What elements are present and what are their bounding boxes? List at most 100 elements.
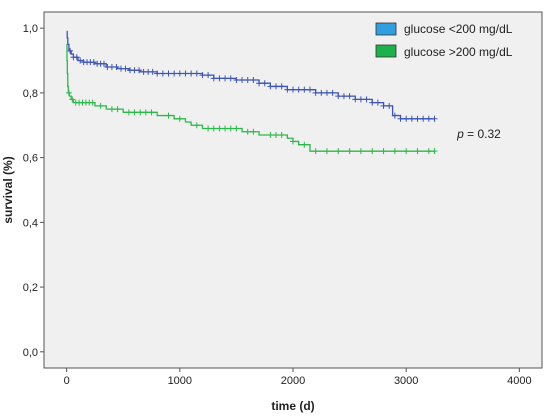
censor-mark — [77, 57, 84, 64]
censor-mark — [323, 89, 330, 96]
censor-mark — [250, 76, 257, 83]
p-value-label: p — [456, 127, 464, 141]
series-1 — [66, 30, 438, 122]
censor-mark — [284, 86, 291, 93]
censor-mark — [346, 148, 353, 155]
censor-mark — [278, 83, 285, 90]
censor-mark — [100, 60, 107, 67]
censor-mark — [425, 115, 432, 122]
censor-mark — [188, 70, 195, 77]
y-tick-label: 1,0 — [23, 23, 38, 35]
censor-mark — [267, 131, 274, 138]
censor-mark — [431, 148, 438, 155]
censor-mark — [301, 86, 308, 93]
censor-mark — [386, 102, 393, 109]
censor-mark — [273, 83, 280, 90]
censor-mark — [97, 102, 104, 109]
censor-mark — [335, 148, 342, 155]
censor-mark — [380, 102, 387, 109]
censor-mark — [176, 70, 183, 77]
p-value-value: = 0.32 — [464, 127, 501, 141]
p-value-annotation: p = 0.32 — [456, 127, 501, 141]
censor-mark — [210, 75, 217, 82]
censor-mark — [380, 148, 387, 155]
censor-mark — [420, 115, 427, 122]
censor-mark — [357, 96, 364, 103]
censor-mark — [363, 96, 370, 103]
censor-mark — [65, 89, 72, 96]
censor-mark — [159, 70, 166, 77]
censor-mark — [137, 109, 144, 116]
censor-mark — [397, 115, 404, 122]
censor-mark — [306, 86, 313, 93]
censor-mark — [227, 75, 234, 82]
censor-mark — [391, 112, 398, 119]
censor-mark — [142, 109, 149, 116]
censor-mark — [176, 115, 183, 122]
y-axis: 0,0 0,2 0,4 0,6 0,8 1,0 — [23, 23, 44, 359]
y-tick-label: 0,6 — [23, 153, 38, 165]
censor-mark — [352, 96, 359, 103]
y-tick-label: 0,2 — [23, 282, 38, 294]
censor-mark — [122, 65, 129, 72]
censor-mark — [250, 128, 257, 135]
censor-mark — [73, 54, 80, 61]
censor-mark — [346, 93, 353, 100]
censor-mark — [323, 148, 330, 155]
censor-mark — [267, 83, 274, 90]
censor-mark — [329, 89, 336, 96]
censor-mark — [408, 115, 415, 122]
censor-mark — [244, 128, 251, 135]
censor-mark — [165, 70, 172, 77]
censor-mark — [199, 72, 206, 79]
censor-mark — [90, 59, 97, 66]
censor-mark — [182, 70, 189, 77]
censor-mark — [136, 67, 143, 74]
censor-mark — [357, 148, 364, 155]
censor-mark — [414, 115, 421, 122]
censor-mark — [312, 148, 319, 155]
censor-mark — [193, 122, 200, 129]
censor-mark — [148, 109, 155, 116]
censor-mark — [425, 148, 432, 155]
censor-mark — [114, 106, 121, 113]
censor-mark — [165, 112, 172, 119]
censor-mark — [244, 76, 251, 83]
censor-mark — [301, 141, 308, 148]
censor-mark — [131, 109, 138, 116]
censor-mark — [216, 125, 223, 132]
censor-mark — [210, 125, 217, 132]
x-tick-label: 2000 — [281, 375, 305, 387]
censor-mark — [216, 75, 223, 82]
censor-mark — [312, 89, 319, 96]
censor-mark — [369, 99, 376, 106]
censor-mark — [69, 96, 76, 103]
legend-label-series-1: glucose <200 mg/dL — [404, 22, 513, 36]
censor-mark — [222, 125, 229, 132]
censor-mark — [67, 47, 74, 54]
censor-mark — [335, 93, 342, 100]
y-axis-title: survival (%) — [1, 156, 15, 223]
censor-mark — [89, 99, 96, 106]
x-axis: 0 1000 2000 3000 4000 — [64, 368, 532, 387]
x-axis-title: time (d) — [271, 399, 314, 413]
series-layer — [65, 30, 438, 155]
censor-mark — [273, 131, 280, 138]
censor-mark — [125, 109, 132, 116]
censor-mark — [227, 125, 234, 132]
censor-mark — [193, 70, 200, 77]
censor-mark — [222, 75, 229, 82]
censor-mark — [205, 125, 212, 132]
legend: glucose <200 mg/dL glucose >200 mg/dL — [375, 22, 513, 59]
censor-mark — [233, 76, 240, 83]
x-tick-label: 4000 — [507, 375, 531, 387]
censor-mark — [340, 93, 347, 100]
x-tick-label: 0 — [64, 375, 70, 387]
series-2 — [65, 43, 438, 155]
censor-mark — [278, 131, 285, 138]
x-tick-label: 1000 — [168, 375, 192, 387]
y-tick-label: 0,0 — [23, 347, 38, 359]
x-tick-label: 3000 — [394, 375, 418, 387]
censor-mark — [233, 125, 240, 132]
